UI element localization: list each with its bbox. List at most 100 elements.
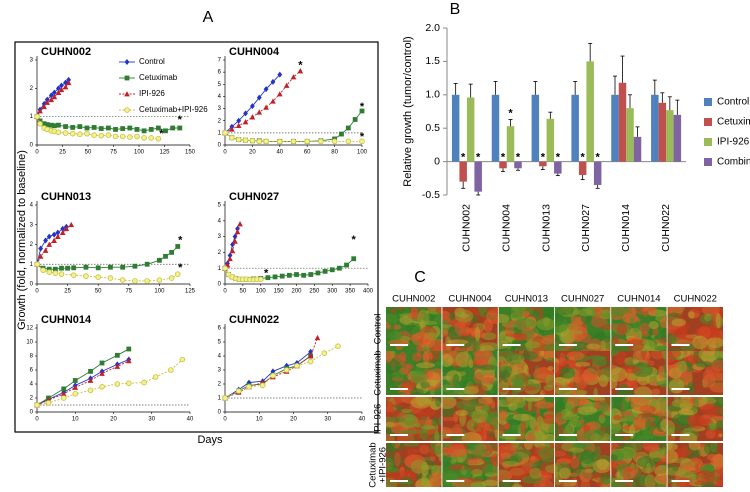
tissue-blob	[516, 434, 527, 441]
tissue-blob	[481, 377, 494, 385]
marker	[179, 356, 186, 363]
bar	[571, 94, 579, 162]
tissue-blob	[622, 397, 629, 412]
x-tick-label: 75	[110, 150, 117, 156]
tissue-blob	[505, 323, 514, 337]
tissue-blob	[447, 444, 467, 458]
tissue-image	[498, 307, 555, 351]
tissue-blob	[613, 415, 622, 421]
error-bar	[476, 191, 481, 196]
marker	[127, 134, 133, 140]
y-axis-label: Growth (fold, normalized to baseline)	[16, 150, 28, 330]
tissue-blob	[513, 480, 520, 487]
marker	[148, 135, 155, 141]
panel-a-frame	[14, 41, 379, 433]
tissue-blob	[417, 309, 430, 326]
tissue-blob	[570, 456, 580, 469]
tissue-texture	[498, 443, 555, 487]
marker	[99, 383, 105, 390]
tissue-texture	[386, 351, 442, 395]
x-tick-label: 100	[134, 150, 145, 156]
tissue-blob	[473, 356, 490, 366]
marker	[249, 137, 256, 144]
tissue-image	[611, 307, 667, 351]
error-bar	[533, 81, 538, 95]
y-tick-label: 2	[218, 250, 222, 256]
tissue-texture	[498, 307, 555, 351]
marker	[359, 138, 365, 145]
marker	[48, 122, 54, 128]
tissue-blob	[443, 461, 451, 467]
marker	[88, 369, 93, 374]
tissue-blob	[678, 409, 694, 416]
tissue-blob	[412, 352, 422, 363]
annotation: *	[159, 128, 164, 140]
marker	[234, 228, 241, 235]
tissue-blob	[561, 359, 577, 368]
y-tick-label: 4	[218, 354, 222, 360]
marker	[41, 103, 47, 110]
marker	[308, 348, 314, 355]
marker	[126, 346, 132, 352]
y-tick-label: 3	[218, 106, 222, 112]
marker	[114, 363, 121, 369]
annotation: *	[596, 152, 601, 164]
error-bar	[508, 119, 513, 127]
tissue-blob	[435, 361, 442, 366]
tissue-blob	[635, 435, 649, 441]
tissue-blob	[434, 430, 440, 441]
marker	[256, 94, 262, 101]
marker	[297, 68, 304, 74]
tissue-blob	[424, 372, 442, 381]
tissue-blob	[690, 307, 706, 314]
marker	[44, 99, 50, 105]
x-tick-label: CUHN004	[501, 204, 513, 252]
error-bar	[660, 92, 665, 103]
marker	[65, 79, 72, 86]
tissue-blob	[457, 321, 465, 328]
x-tick-label: 50	[95, 289, 102, 295]
annotation: *	[581, 152, 586, 164]
tissue-blob	[629, 316, 635, 323]
error-bar	[613, 75, 617, 95]
marker	[37, 118, 43, 124]
annotation: *	[541, 152, 546, 164]
x-tick-label: 10	[256, 417, 263, 423]
marker	[237, 221, 243, 227]
tissue-blob	[599, 324, 611, 330]
marker	[84, 130, 90, 137]
marker	[155, 125, 161, 131]
tissue-blob	[386, 416, 406, 423]
tissue-blob	[650, 351, 665, 360]
tissue-blob	[418, 444, 430, 455]
tissue-blob	[628, 424, 636, 439]
tissue-blob	[539, 446, 555, 463]
tissue-texture	[498, 351, 555, 395]
tissue-blob	[600, 412, 605, 419]
marker	[263, 86, 269, 93]
marker	[65, 265, 70, 271]
x-tick-label: 250	[309, 289, 320, 295]
y-tick-label: 2	[218, 382, 222, 388]
tissue-blob	[455, 409, 468, 417]
marker	[55, 89, 62, 95]
tissue-blob	[559, 467, 571, 480]
tissue-image	[386, 397, 442, 441]
tissue-blob	[718, 433, 723, 438]
y-tick-label: 0	[218, 282, 222, 288]
tissue-blob	[471, 468, 483, 477]
tissue-blob	[578, 333, 592, 343]
tissue-blob	[394, 452, 401, 467]
marker	[256, 109, 263, 115]
marker	[270, 368, 276, 375]
tissue-blob	[676, 477, 690, 487]
annotation: *	[178, 114, 183, 126]
marker	[246, 383, 252, 390]
tissue-texture	[386, 443, 442, 487]
tissue-blob	[703, 443, 718, 456]
y-tick-label: 7	[218, 58, 222, 64]
bar	[451, 94, 460, 162]
marker	[52, 270, 59, 276]
tissue-image	[667, 307, 723, 351]
tissue-blob	[702, 398, 717, 404]
